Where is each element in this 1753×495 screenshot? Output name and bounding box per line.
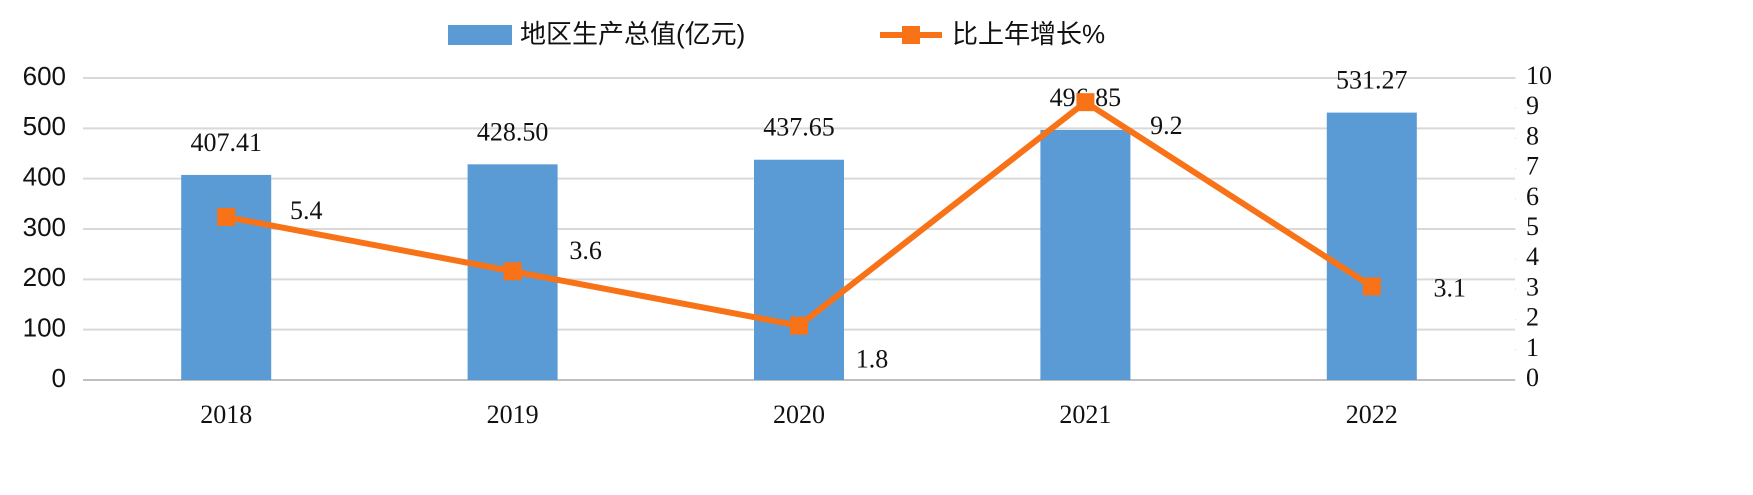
y2-tick-label: 5 <box>1526 212 1539 241</box>
y2-tick-label: 0 <box>1526 363 1539 392</box>
y2-tick-label: 6 <box>1526 182 1539 211</box>
line-value-label: 3.1 <box>1434 273 1467 302</box>
y2-tick-label: 1 <box>1526 333 1539 362</box>
y2-tick-label: 7 <box>1526 152 1539 181</box>
y2-tick-label: 2 <box>1526 303 1539 332</box>
line-marker <box>1076 93 1095 112</box>
line-value-label: 5.4 <box>290 196 323 225</box>
y-tick-label: 500 <box>23 111 66 141</box>
line-value-label: 3.6 <box>569 236 602 265</box>
y2-tick-label: 4 <box>1526 242 1539 271</box>
x-tick-label: 2019 <box>487 400 539 429</box>
line-value-label: 1.8 <box>856 345 889 374</box>
bar-value-label: 407.41 <box>190 128 262 157</box>
x-tick-label: 2018 <box>200 400 252 429</box>
y-tick-label: 200 <box>23 262 66 292</box>
y-tick-label: 0 <box>52 363 66 393</box>
legend-swatch <box>448 25 512 45</box>
bar <box>1040 129 1131 380</box>
line-value-label: 9.2 <box>1150 111 1183 140</box>
bar <box>754 159 844 380</box>
bar-value-label: 437.65 <box>763 113 835 142</box>
bar-value-label: 428.50 <box>477 117 549 146</box>
line-marker <box>1362 277 1381 296</box>
y2-tick-label: 8 <box>1526 121 1539 150</box>
line-marker <box>503 262 522 281</box>
y-tick-label: 400 <box>23 162 66 192</box>
bar-value-label: 531.27 <box>1336 66 1408 95</box>
bar <box>181 174 272 380</box>
legend-swatch <box>902 26 920 44</box>
legend-label: 比上年增长% <box>952 19 1105 49</box>
x-tick-label: 2021 <box>1059 400 1111 429</box>
bar <box>1326 112 1417 380</box>
x-tick-label: 2022 <box>1346 400 1398 429</box>
y2-tick-label: 10 <box>1526 61 1552 90</box>
line-marker <box>790 316 808 335</box>
y2-tick-label: 9 <box>1526 91 1539 120</box>
line-marker <box>217 207 236 226</box>
y-tick-label: 100 <box>23 313 66 343</box>
x-tick-label: 2020 <box>773 400 825 429</box>
legend-label: 地区生产总值(亿元) <box>520 19 745 49</box>
y-tick-label: 600 <box>23 61 66 91</box>
y-tick-label: 300 <box>23 212 66 242</box>
y2-tick-label: 3 <box>1526 272 1539 301</box>
